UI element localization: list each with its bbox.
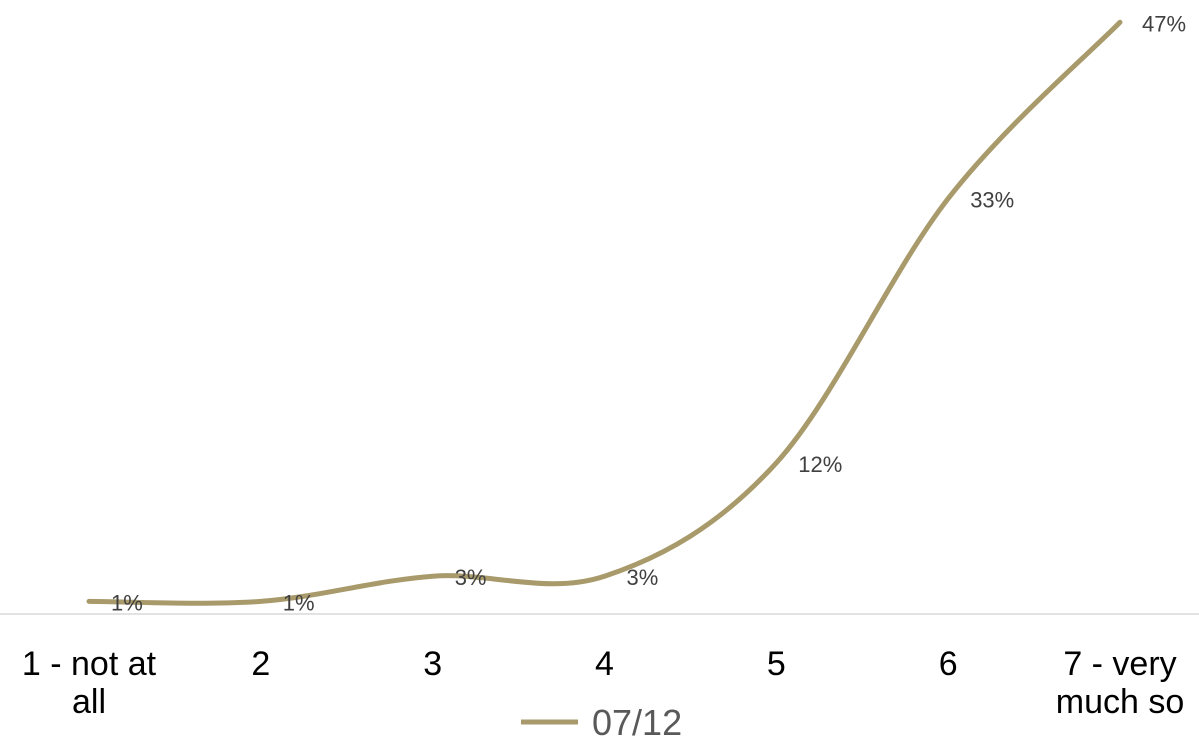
x-tick-label: 2 [251,645,270,683]
x-tick-label: 4 [595,645,614,683]
x-tick-labels: 1 - not at all 2 3 4 5 6 7 - very much so [22,645,1184,721]
data-label: 47% [1142,11,1186,36]
x-tick-label: 7 - very much so [1056,645,1185,721]
series-group [86,19,1123,606]
x-tick-label: 5 [767,645,786,683]
x-tick-label: 1 - not at all [22,645,157,721]
x-tick-label: 3 [423,645,442,683]
data-label: 3% [455,565,487,590]
data-label: 1% [283,590,315,615]
series-line-07-12 [86,19,1123,606]
data-label: 1% [111,590,143,615]
data-label: 12% [798,452,842,477]
data-label: 33% [970,188,1014,213]
legend: 07/12 [521,702,682,742]
data-label: 3% [627,565,659,590]
data-labels: 1% 1% 3% 3% 12% 33% 47% [111,11,1186,615]
legend-label-07-12: 07/12 [592,702,682,742]
x-tick-label: 6 [939,645,958,683]
